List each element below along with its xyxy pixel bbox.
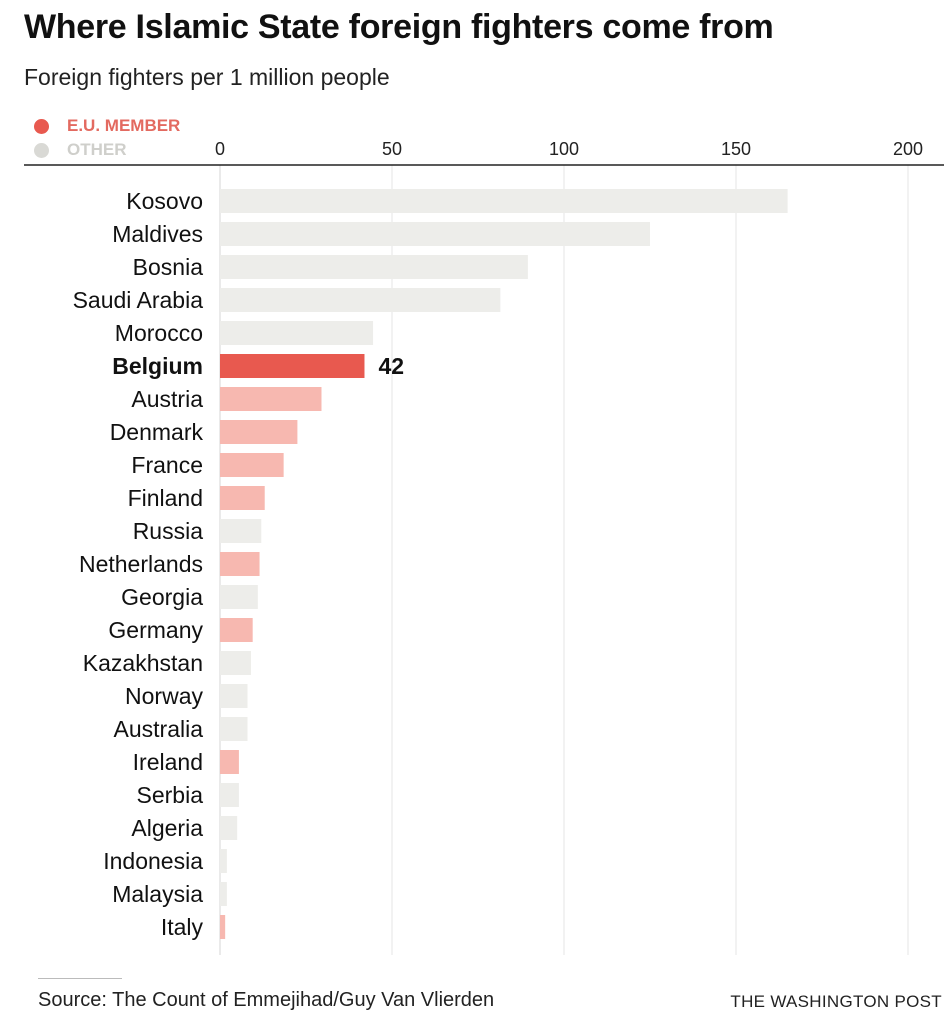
legend-label-other: OTHER bbox=[67, 140, 127, 159]
bar bbox=[220, 255, 528, 279]
legend-dot-other-icon bbox=[34, 142, 49, 158]
bar bbox=[220, 222, 650, 246]
x-tick-label: 150 bbox=[721, 139, 751, 159]
category-label: Germany bbox=[108, 617, 203, 643]
bar bbox=[220, 651, 251, 675]
category-label: Austria bbox=[131, 386, 203, 412]
category-label: Algeria bbox=[131, 815, 203, 841]
category-label: Netherlands bbox=[79, 551, 203, 577]
legend: E.U. MEMBER OTHER bbox=[34, 114, 180, 162]
bar bbox=[220, 750, 239, 774]
bar bbox=[220, 816, 238, 840]
bar bbox=[220, 915, 226, 939]
bar-chart: 0 50 100 150 200 Kosovo Maldives Bosnia Saudi Ar… bbox=[24, 139, 944, 955]
bar bbox=[220, 321, 374, 345]
bar bbox=[220, 519, 262, 543]
category-label: Georgia bbox=[121, 584, 203, 610]
bar bbox=[220, 585, 258, 609]
bar bbox=[220, 618, 253, 642]
category-label: Malaysia bbox=[112, 881, 203, 907]
legend-item-other: OTHER bbox=[34, 138, 180, 162]
data-label: 42 bbox=[378, 353, 404, 379]
legend-item-eu: E.U. MEMBER bbox=[34, 114, 180, 138]
chart-subtitle: Foreign fighters per 1 million people bbox=[24, 64, 390, 90]
category-label: Maldives bbox=[112, 221, 203, 247]
bar bbox=[220, 783, 239, 807]
x-tick-label: 50 bbox=[382, 139, 402, 159]
publisher-credit: THE WASHINGTON POST bbox=[730, 992, 942, 1011]
category-label: Australia bbox=[114, 716, 204, 742]
category-label: Italy bbox=[161, 914, 204, 940]
x-tick-label: 100 bbox=[549, 139, 579, 159]
bar bbox=[220, 420, 298, 444]
category-label: Kazakhstan bbox=[83, 650, 203, 676]
bar bbox=[220, 717, 248, 741]
bar bbox=[220, 189, 788, 213]
source-note: Source: The Count of Emmejihad/Guy Van V… bbox=[38, 989, 495, 1011]
category-label: Belgium bbox=[112, 353, 203, 379]
x-tick-label: 0 bbox=[215, 139, 225, 159]
bar bbox=[220, 684, 248, 708]
bar bbox=[220, 288, 501, 312]
category-label: Norway bbox=[125, 683, 203, 709]
legend-dot-eu-icon bbox=[34, 118, 49, 134]
category-label: Kosovo bbox=[126, 188, 203, 214]
legend-label-eu: E.U. MEMBER bbox=[67, 116, 181, 135]
category-label: Saudi Arabia bbox=[73, 287, 204, 313]
category-label: Indonesia bbox=[103, 848, 203, 874]
bar bbox=[220, 486, 265, 510]
bar bbox=[220, 354, 365, 378]
category-label: France bbox=[131, 452, 203, 478]
category-label: Ireland bbox=[133, 749, 203, 775]
category-label: Russia bbox=[133, 518, 204, 544]
bar bbox=[220, 882, 227, 906]
category-label: Bosnia bbox=[133, 254, 204, 280]
bar bbox=[220, 849, 227, 873]
category-label: Serbia bbox=[137, 782, 204, 808]
bar bbox=[220, 387, 322, 411]
category-label: Denmark bbox=[110, 419, 204, 445]
chart-title: Where Islamic State foreign fighters com… bbox=[24, 8, 774, 46]
x-tick-label: 200 bbox=[893, 139, 923, 159]
bar bbox=[220, 552, 260, 576]
bar bbox=[220, 453, 284, 477]
category-label: Morocco bbox=[115, 320, 203, 346]
category-label: Finland bbox=[128, 485, 203, 511]
footer-divider bbox=[38, 978, 122, 979]
